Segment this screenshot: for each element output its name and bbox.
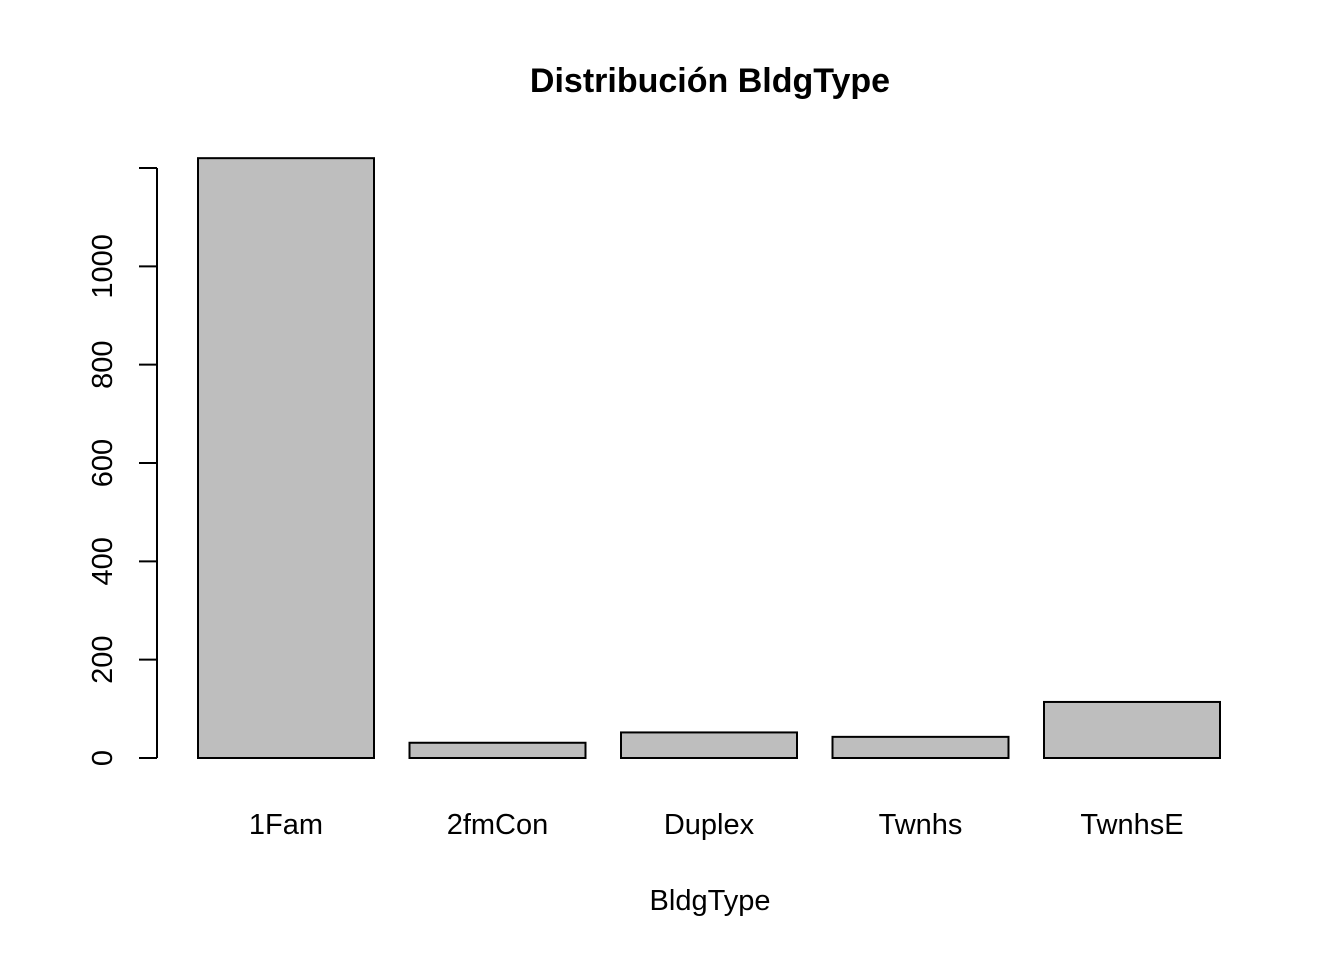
y-tick-label: 800 [87,340,119,388]
bars-group [197,157,1221,760]
x-axis-label: BldgType [650,885,771,917]
x-tick-label: TwnhsE [1080,809,1183,841]
x-tick-labels: 1Fam 2fmCon Duplex Twnhs TwnhsE [249,809,1184,841]
x-tick-label: Twnhs [879,809,963,841]
y-tick-label: 600 [87,439,119,487]
chart-title: Distribución BldgType [530,62,890,100]
x-tick-label: 1Fam [249,809,323,841]
y-tick-label: 200 [87,635,119,683]
bar-twnhs [831,735,1010,760]
bar-twnhse [1043,700,1221,760]
bar-1fam [197,157,375,759]
y-axis: 0 200 400 600 800 1000 [87,167,158,766]
bar-duplex [620,731,798,760]
y-tick-label: 400 [87,537,119,585]
y-tick-label: 1000 [87,234,119,299]
x-tick-label: Duplex [664,809,755,841]
bar-2fmcon [408,741,587,760]
x-tick-label: 2fmCon [447,809,549,841]
y-tick-label: 0 [87,750,119,766]
